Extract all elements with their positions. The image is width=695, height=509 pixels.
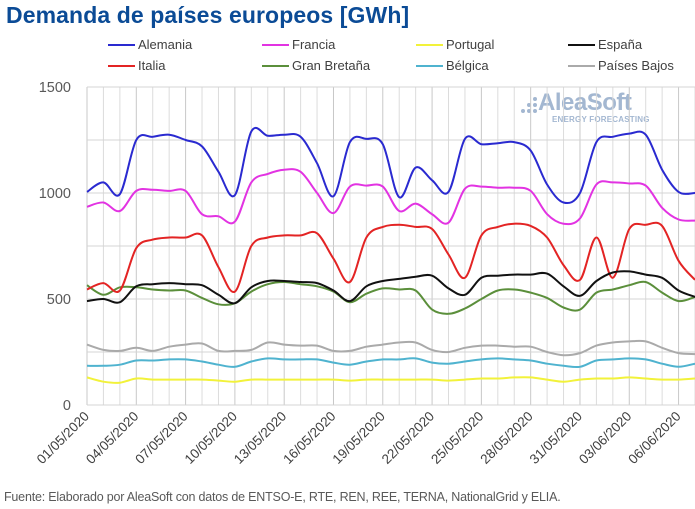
- y-tick-label: 1500: [39, 80, 71, 96]
- series-line-gran-bretana: [86, 280, 695, 315]
- series-line-belgica: [86, 357, 695, 369]
- series-line-francia: [86, 168, 695, 226]
- y-tick-label: 500: [47, 292, 71, 308]
- legend-swatch: [416, 43, 443, 46]
- x-tick-label: 10/05/2020: [182, 409, 240, 467]
- y-axis: 0 500 1000 1500: [39, 80, 71, 414]
- series-line-espana: [86, 270, 695, 305]
- x-tick-label: 07/05/2020: [132, 409, 190, 467]
- legend-item-paises-bajos: Países Bajos: [568, 58, 674, 73]
- x-tick-label: 31/05/2020: [527, 409, 585, 467]
- source-note: Fuente: Elaborado por AleaSoft con datos…: [4, 490, 561, 504]
- x-tick-label: 22/05/2020: [379, 409, 437, 467]
- x-tick-label: 25/05/2020: [428, 409, 486, 467]
- x-tick-label: 16/05/2020: [280, 409, 338, 467]
- legend-item-alemania: Alemania: [108, 37, 192, 52]
- legend-label: Alemania: [138, 37, 193, 52]
- legend-item-francia: Francia: [262, 37, 335, 52]
- legend-swatch: [262, 43, 289, 46]
- chart-title: Demanda de países europeos [GWh]: [6, 2, 410, 28]
- series-line-alemania: [86, 126, 695, 205]
- series-line-italia: [86, 221, 695, 293]
- legend-label: Gran Bretaña: [292, 58, 371, 73]
- legend-item-belgica: Bélgica: [416, 58, 489, 73]
- legend-swatch: [108, 43, 135, 46]
- series-line-paises-bajos: [86, 339, 695, 357]
- aleasoft-watermark: AleaSoft ENERGY FORECASTING: [520, 89, 660, 131]
- legend-label: Países Bajos: [598, 58, 674, 73]
- legend-label: Francia: [292, 37, 336, 52]
- legend-swatch: [108, 64, 135, 67]
- legend-item-italia: Italia: [108, 58, 165, 73]
- legend-label: España: [598, 37, 643, 52]
- x-tick-label: 06/06/2020: [625, 409, 683, 467]
- series-layer: [86, 126, 695, 384]
- watermark-main-text: AleaSoft: [538, 89, 632, 116]
- legend-label: Bélgica: [446, 58, 489, 73]
- x-tick-label: 28/05/2020: [477, 409, 535, 467]
- chart-legend: Alemania Francia Portugal España Italia Gran …: [0, 37, 695, 77]
- legend-swatch: [262, 64, 289, 67]
- legend-item-portugal: Portugal: [416, 37, 494, 52]
- x-tick-label: 01/05/2020: [34, 409, 92, 467]
- legend-item-gran-bretana: Gran Bretaña: [262, 58, 370, 73]
- grid-layer: [86, 86, 695, 406]
- series-line-portugal: [86, 376, 695, 384]
- legend-label: Portugal: [446, 37, 495, 52]
- legend-item-espana: España: [568, 37, 642, 52]
- y-tick-label: 0: [63, 398, 71, 414]
- x-axis: 01/05/202004/05/202007/05/202010/05/2020…: [34, 409, 684, 467]
- x-tick-label: 03/06/2020: [576, 409, 634, 467]
- aleasoft-logo-icon: [521, 97, 537, 113]
- legend-swatch: [416, 64, 443, 67]
- legend-swatch: [568, 43, 595, 46]
- y-tick-label: 1000: [39, 186, 71, 202]
- watermark-sub-text: ENERGY FORECASTING: [552, 115, 650, 124]
- x-tick-label: 13/05/2020: [231, 409, 289, 467]
- legend-label: Italia: [138, 58, 166, 73]
- x-tick-label: 04/05/2020: [83, 409, 141, 467]
- legend-swatch: [568, 64, 595, 67]
- x-tick-label: 19/05/2020: [330, 409, 388, 467]
